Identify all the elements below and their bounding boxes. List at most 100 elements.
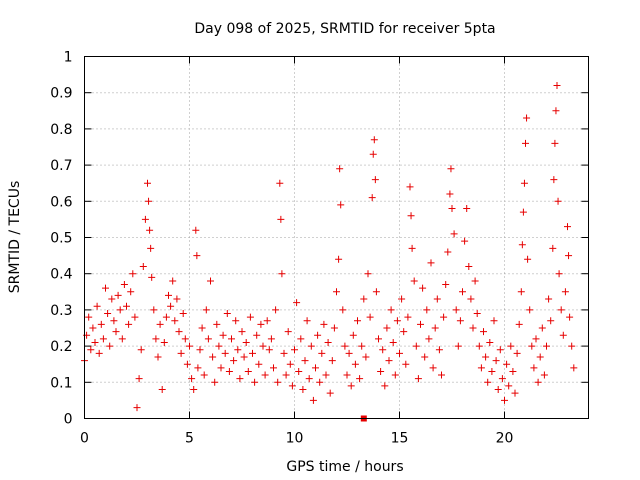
data-point <box>530 364 538 372</box>
data-point <box>447 165 455 173</box>
data-point <box>494 386 502 394</box>
data-point <box>396 349 403 357</box>
data-point <box>253 331 261 339</box>
data-point <box>345 349 353 357</box>
data-point <box>246 313 254 321</box>
data-point <box>511 389 519 397</box>
data-point <box>209 353 217 361</box>
data-point <box>414 375 422 383</box>
data-point <box>421 353 429 361</box>
data-point <box>293 299 301 307</box>
data-point <box>555 270 563 278</box>
y-axis-label: SRMTID / TECUs <box>7 181 23 294</box>
x-tick-label: 0 <box>80 431 89 447</box>
data-point <box>518 241 526 249</box>
data-point <box>528 342 536 350</box>
data-point <box>536 353 544 361</box>
data-point <box>102 284 109 292</box>
data-point <box>490 317 498 325</box>
data-point <box>459 288 466 296</box>
data-point <box>534 378 542 386</box>
data-point <box>179 310 187 318</box>
data-point <box>93 302 101 310</box>
data-point <box>228 335 235 343</box>
data-point <box>347 382 355 390</box>
data-point <box>538 324 546 332</box>
data-point <box>412 342 420 350</box>
data-point <box>515 320 523 328</box>
data-point <box>133 404 141 412</box>
data-point <box>482 353 490 361</box>
data-point <box>351 360 359 368</box>
data-point <box>492 357 500 365</box>
data-point <box>545 295 553 303</box>
data-point <box>202 306 210 314</box>
data-point <box>505 382 513 390</box>
data-point <box>303 317 311 325</box>
data-point <box>372 288 380 296</box>
data-point <box>137 346 145 354</box>
data-point <box>135 375 143 383</box>
data-point <box>465 262 473 270</box>
data-point <box>141 215 149 223</box>
data-point <box>540 371 548 379</box>
data-point <box>104 310 112 318</box>
data-point <box>181 335 189 343</box>
data-point <box>549 244 557 252</box>
data-point <box>565 252 573 260</box>
data-point <box>284 328 292 336</box>
data-point <box>183 360 191 368</box>
data-point <box>328 357 336 365</box>
data-point <box>552 107 560 115</box>
data-point <box>326 389 334 397</box>
data-point <box>301 357 309 365</box>
data-point <box>452 306 460 314</box>
data-point <box>120 281 128 289</box>
data-point <box>408 244 416 252</box>
data-point <box>364 270 372 278</box>
data-point <box>204 335 212 343</box>
data-point <box>193 252 201 260</box>
data-point <box>456 317 464 325</box>
data-point <box>316 378 324 386</box>
data-point <box>146 226 154 234</box>
data-point <box>213 320 221 328</box>
data-point <box>125 320 133 328</box>
x-tick-label: 10 <box>286 431 304 447</box>
data-point <box>343 371 351 379</box>
data-point <box>551 139 559 147</box>
data-point <box>522 139 529 147</box>
data-point <box>267 335 275 343</box>
data-point <box>520 179 528 187</box>
data-point <box>219 331 227 339</box>
data-point <box>297 335 305 343</box>
data-point <box>87 346 95 354</box>
data-point <box>523 114 531 122</box>
data-point <box>503 360 511 368</box>
data-point <box>324 338 332 346</box>
data-point <box>524 255 532 263</box>
data-point <box>175 328 183 336</box>
data-point <box>169 277 177 285</box>
data-point <box>307 342 315 350</box>
data-point <box>162 313 170 321</box>
data-point <box>429 364 437 372</box>
data-point <box>336 165 344 173</box>
data-point <box>286 360 294 368</box>
data-point <box>186 342 193 350</box>
y-tick-label: 0.7 <box>50 158 72 174</box>
data-point <box>358 342 366 350</box>
data-point <box>291 346 298 354</box>
data-point <box>270 364 277 372</box>
data-point <box>160 338 168 346</box>
data-point <box>85 313 93 321</box>
data-point <box>91 338 99 346</box>
data-point <box>200 371 208 379</box>
grid-lines <box>84 56 589 419</box>
data-point <box>230 357 238 365</box>
data-point <box>564 223 571 231</box>
data-point <box>261 371 269 379</box>
data-point <box>391 371 399 379</box>
data-point <box>320 320 328 328</box>
